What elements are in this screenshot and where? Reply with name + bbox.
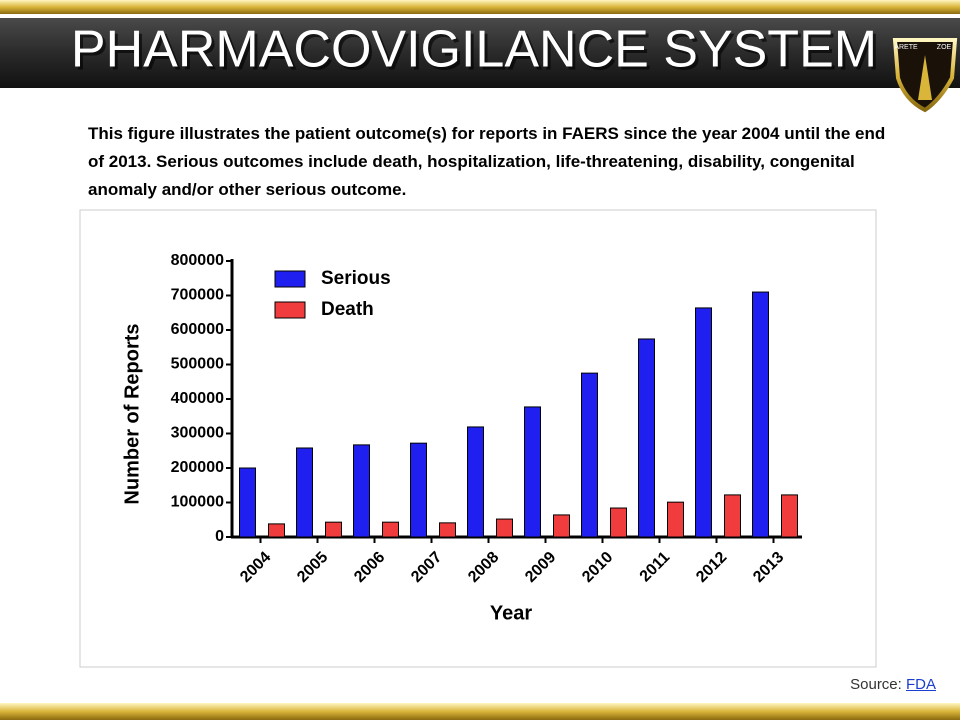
legend-swatch [274,270,306,288]
bar [239,467,256,538]
bar [553,514,570,538]
bar [638,338,655,538]
y-tick-label: 600000 [171,321,224,338]
y-tick-label: 200000 [171,459,224,476]
legend-label: Serious [321,268,391,289]
y-tick-label: 700000 [171,287,224,304]
slide-title: PHARMACOVIGILANCE SYSTEM [71,21,877,79]
chart: 0 100000 200000 300000 400000 500000 600000 700… [121,252,802,624]
logo-text: ZOE [937,44,952,51]
bar [467,426,484,538]
bar [496,518,513,538]
bar [296,447,313,538]
y-tick-label: 400000 [171,390,224,407]
bar [781,494,798,538]
bar [439,522,456,538]
source: Source: FDA [850,676,936,693]
top-gold-bar [0,0,960,14]
bar [724,494,741,538]
bar [752,291,769,538]
description: This figure illustrates the patient outc… [88,124,886,199]
legend-label: Death [321,299,374,320]
source-label: Source: [850,676,902,693]
y-tick-label: 0 [215,528,224,545]
y-tick-label: 500000 [171,356,224,373]
bar [695,307,712,538]
source-link[interactable]: FDA [906,676,936,693]
bar [353,444,370,538]
bar [325,521,342,538]
y-tick-label: 100000 [171,494,224,511]
bar [268,523,285,538]
logo-text: ARETE [894,44,918,51]
x-axis-label: Year [490,602,532,624]
y-tick-label: 300000 [171,425,224,442]
bar [410,442,427,538]
bar [667,501,684,538]
title-band [0,18,960,88]
bar [610,507,627,538]
title-shadow: PHARMACOVIGILANCE SYSTEM [74,24,880,82]
logo-torch [918,55,932,100]
legend-swatch [274,301,306,319]
bottom-gold-bar [0,703,960,720]
y-tick-label: 800000 [171,252,224,269]
y-axis-label: Number of Reports [121,323,143,504]
bar [524,406,541,538]
bar [382,521,399,538]
bar [581,372,598,538]
